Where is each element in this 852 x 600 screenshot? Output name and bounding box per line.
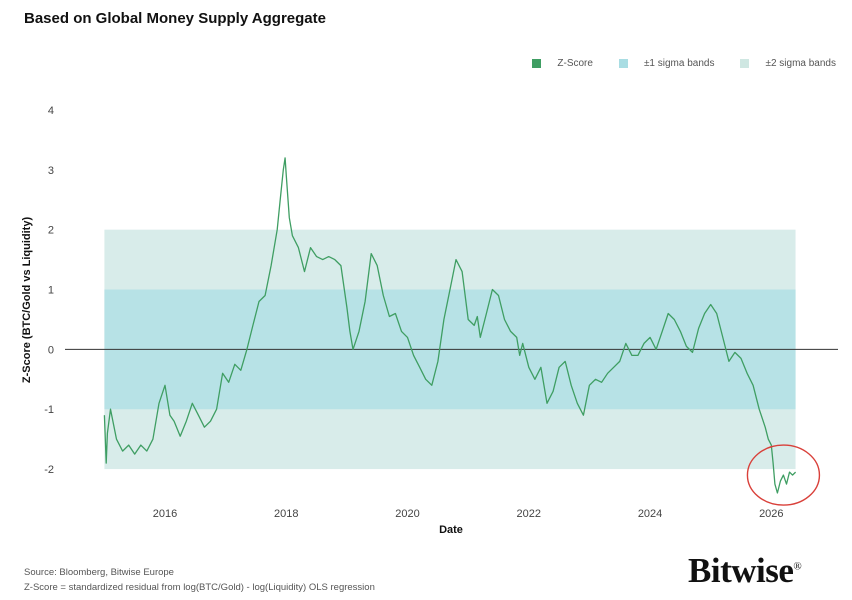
y-axis-ticks: -2 -1 0 1 2 3 4 [44,105,54,476]
annotation [746,444,821,506]
y-tick-label: 2 [48,225,54,237]
legend-swatch-sigma1 [618,59,628,68]
zscore-line [103,157,797,494]
zscore-series [103,157,797,494]
annotation-circle [746,444,821,506]
logo-registered-mark: ® [793,560,802,573]
y-tick-label: 0 [48,344,54,356]
y-tick-label: 4 [48,105,54,117]
bitwise-logo: Bitwise® [688,551,802,591]
x-tick-label: 2022 [517,508,541,520]
legend-item-sigma1: ±1 sigma bands [618,58,715,69]
y-axis-label: Z-Score (BTC/Gold vs Liquidity) [21,217,33,384]
x-tick-label: 2020 [395,508,419,520]
y-tick-label: -2 [44,464,54,476]
x-tick-label: 2024 [638,508,662,520]
legend-label-sigma2: ±2 sigma bands [765,58,836,69]
legend-label-zscore: Z-Score [557,58,593,69]
legend-item-sigma2: ±2 sigma bands [740,58,836,69]
x-tick-label: 2016 [153,508,177,520]
x-tick-label: 2026 [759,508,783,520]
x-tick-label: 2018 [274,508,298,520]
legend-label-sigma1: ±1 sigma bands [643,58,715,69]
y-tick-label: 1 [48,285,54,297]
legend: Z-Score ±1 sigma bands ±2 sigma bands [506,58,836,69]
method-note: Z-Score = standardized residual from log… [24,582,375,593]
legend-swatch-zscore [532,59,542,68]
legend-item-zscore: Z-Score [532,58,593,69]
legend-swatch-sigma2 [740,59,750,68]
logo-text: Bitwise [688,551,794,590]
y-tick-label: 3 [48,165,54,177]
chart-title: Based on Global Money Supply Aggregate [24,10,326,27]
y-tick-label: -1 [44,404,54,416]
source-note: Source: Bloomberg, Bitwise Europe [24,567,174,578]
x-axis-ticks: 2016 2018 2020 2022 2024 2026 [153,508,784,520]
x-axis-label: Date [439,524,463,536]
